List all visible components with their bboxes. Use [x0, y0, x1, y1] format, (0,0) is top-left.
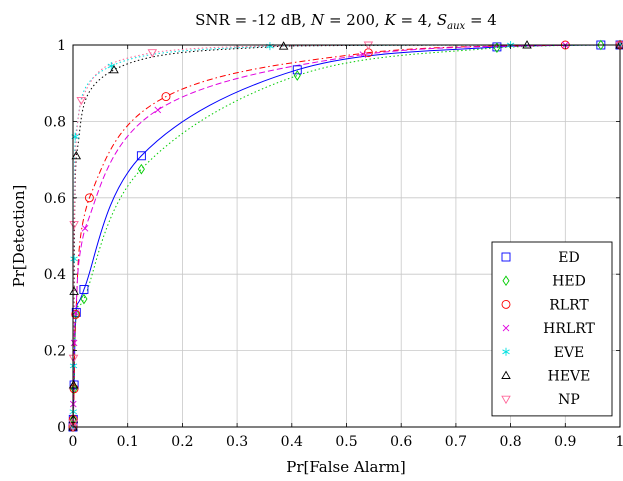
- legend-label-heve: HEVE: [548, 369, 591, 385]
- data-point-hed: [493, 42, 501, 53]
- legend-entry-heve: HEVE: [501, 369, 591, 385]
- legend-label-hrlrt: HRLRT: [543, 321, 595, 337]
- title-s-sub: aux: [447, 21, 465, 32]
- data-point-heve: [68, 380, 79, 389]
- legend-entry-eve: EVE: [502, 345, 585, 361]
- data-point-np: [76, 96, 86, 106]
- x-tick-label: 0.8: [499, 434, 521, 450]
- data-point-ed: [136, 151, 146, 161]
- x-tick-label: 1: [616, 434, 623, 450]
- y-tick-label: 0.8: [44, 114, 66, 130]
- data-point-heve: [69, 286, 79, 295]
- x-tick-label: 0.5: [335, 434, 357, 450]
- data-point-rlrt: [69, 384, 79, 394]
- legend-label-rlrt: RLRT: [549, 297, 589, 313]
- x-axis-label: Pr[False Alarm]: [286, 458, 405, 476]
- data-point-np: [147, 49, 158, 58]
- legend-marker-eve: [502, 347, 510, 356]
- data-point-hed: [293, 70, 301, 81]
- legend-marker-heve: [501, 370, 511, 379]
- legend-entry-ed: ED: [501, 250, 580, 266]
- series-markers: [68, 39, 623, 433]
- data-point-heve: [278, 41, 289, 50]
- x-tick-label: 0.3: [226, 434, 248, 450]
- x-tick-label: 0.4: [281, 434, 303, 450]
- legend-label-ed: ED: [558, 250, 579, 266]
- title-n-var: N: [310, 11, 325, 29]
- legend-label-np: NP: [558, 392, 580, 408]
- legend-label-eve: EVE: [554, 345, 585, 361]
- chart-title: SNR = -12 dB, N = 200, K = 4, Saux = 4: [195, 11, 497, 32]
- legend-label-hed: HED: [552, 274, 586, 290]
- y-tick-label: 0: [57, 420, 66, 436]
- data-point-eve: [69, 361, 78, 370]
- data-point-ed: [292, 65, 302, 75]
- data-point-hrlrt: [359, 51, 367, 58]
- legend-marker-hed: [502, 275, 510, 287]
- data-point-hrlrt: [72, 309, 80, 316]
- y-tick-label: 1: [57, 38, 66, 54]
- x-tick-label: 0.2: [171, 434, 193, 450]
- data-point-hed: [70, 383, 78, 395]
- title-k-var: K: [383, 11, 396, 29]
- x-tick-label: 0.1: [117, 434, 139, 450]
- legend-entry-np: NP: [501, 392, 580, 408]
- data-point-heve: [109, 64, 119, 74]
- x-tick-label: 0.6: [390, 434, 412, 450]
- legend-entry-hrlrt: HRLRT: [502, 321, 595, 337]
- data-point-hed: [72, 308, 80, 320]
- x-tick-label: 0.9: [554, 434, 576, 450]
- legend-marker-ed: [501, 252, 511, 262]
- legend-entry-hed: HED: [502, 274, 586, 290]
- data-point-heve: [71, 150, 82, 160]
- x-tick-label: 0: [69, 434, 78, 450]
- legend-box: [491, 241, 613, 417]
- data-point-np: [68, 354, 79, 364]
- title-text-a: SNR = -12 dB,: [195, 11, 311, 29]
- y-tick-label: 0.6: [44, 191, 66, 207]
- data-point-rlrt: [71, 309, 81, 319]
- data-point-hed: [80, 293, 88, 305]
- data-point-np: [69, 221, 79, 230]
- legend-marker-np: [501, 395, 511, 405]
- data-point-ed: [69, 380, 79, 390]
- data-point-hrlrt: [154, 106, 162, 114]
- y-axis-label: Pr[Detection]: [10, 185, 28, 288]
- legend-marker-hrlrt: [502, 324, 510, 332]
- data-point-ed: [79, 285, 89, 294]
- data-point-hrlrt: [70, 339, 78, 347]
- data-point-rlrt: [161, 92, 171, 102]
- data-point-hed: [137, 163, 145, 175]
- legend-entry-rlrt: RLRT: [501, 297, 589, 313]
- title-s-val: = 4: [465, 11, 497, 29]
- axis-ticks: 0 0.1 0.2 0.3 0.4 0.5 0.6 0.7 0.8 0.9 1 0 0.2 0.4 0.6 0…: [44, 38, 623, 450]
- x-tick-label: 0.7: [445, 434, 467, 450]
- data-point-rlrt: [84, 193, 94, 203]
- data-point-hrlrt: [81, 225, 89, 232]
- y-tick-label: 0.4: [44, 267, 66, 283]
- title-s-var: S: [437, 11, 447, 29]
- legend: ED HED RLRT HRLRT EVE HEVE NP: [491, 241, 613, 417]
- title-n-val: = 200,: [324, 11, 384, 29]
- title-k-val: = 4,: [396, 11, 437, 29]
- legend-marker-rlrt: [501, 299, 511, 309]
- y-tick-label: 0.2: [44, 344, 66, 360]
- data-point-eve: [70, 254, 78, 263]
- data-point-hed: [597, 39, 605, 51]
